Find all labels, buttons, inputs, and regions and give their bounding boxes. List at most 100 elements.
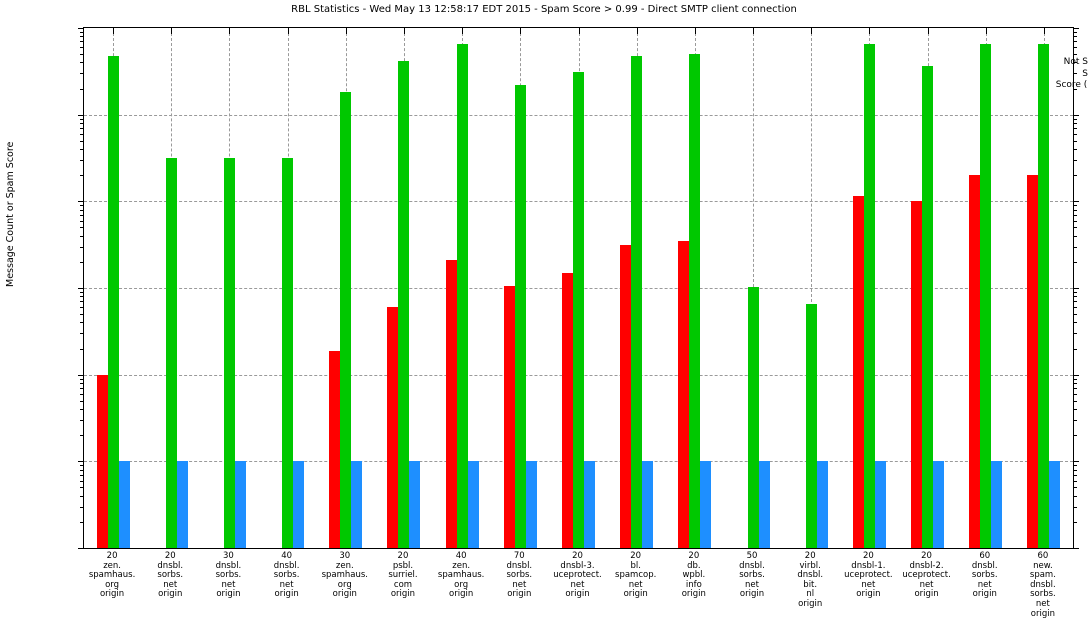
x-axis-label-line: dnsbl. <box>797 570 824 581</box>
y-tick-minor <box>1073 149 1077 151</box>
y-tick-minor <box>1073 348 1077 350</box>
y-tick-minor <box>1073 495 1077 497</box>
x-axis-label: 20 psbl. surriel. com origin <box>358 551 448 600</box>
bar-spam <box>398 60 410 548</box>
bar-score <box>234 461 246 548</box>
bar-score <box>176 461 188 548</box>
y-tick-minor <box>80 409 84 411</box>
x-axis-label-line: 20 <box>862 551 874 561</box>
y-tick-minor <box>80 333 84 335</box>
bar-not-spam <box>387 307 399 548</box>
x-axis-label-line: net <box>163 579 178 590</box>
x-axis-label-line: dnsbl. <box>215 560 242 571</box>
x-axis-label: 20 dnsbl. sorbs. net origin <box>125 551 215 600</box>
x-tick-mark <box>694 28 696 34</box>
x-axis-label-line: net <box>628 579 643 590</box>
y-tick-minor <box>80 140 84 142</box>
y-tick-minor <box>1073 133 1077 135</box>
y-tick-minor <box>1073 409 1077 411</box>
x-axis-label: 20 virbl. dnsbl. bit. nl origin <box>765 551 855 610</box>
x-axis-label-line: bl. <box>630 560 641 571</box>
y-tick-minor <box>1073 296 1077 298</box>
legend-item: Score (0..1) <box>1014 80 1088 92</box>
x-axis-label-line: 20 <box>397 551 409 561</box>
y-tick-minor <box>80 246 84 248</box>
bar-spam <box>165 157 177 548</box>
x-axis-label-line: origin <box>972 589 997 600</box>
x-axis-label: 20 dnsbl-3. uceprotect. net origin <box>533 551 623 600</box>
x-axis-label-line: 20 <box>572 551 583 561</box>
y-tick-minor <box>1073 435 1077 437</box>
plot-area: Not SpamSpamScore (0..1) <box>78 27 1088 549</box>
y-tick-mark <box>1073 374 1079 376</box>
x-axis-label-line: 30 <box>223 551 234 561</box>
x-axis-label-line: net <box>570 579 585 590</box>
y-tick-minor <box>1073 322 1077 324</box>
x-axis-label-line: dnsbl. <box>971 560 998 571</box>
x-axis-label-line: origin <box>158 589 183 600</box>
x-axis-label-line: org <box>454 579 469 590</box>
bar-not-spam <box>969 175 981 548</box>
y-tick-minor <box>80 47 84 49</box>
x-axis-label-line: origin <box>623 589 648 600</box>
y-tick-minor <box>80 383 84 385</box>
y-tick-minor <box>1073 521 1077 523</box>
bar-not-spam <box>329 350 341 548</box>
y-tick-minor <box>1073 465 1077 467</box>
y-tick-minor <box>80 175 84 177</box>
y-tick-minor <box>1073 388 1077 390</box>
y-tick-minor <box>1073 31 1077 33</box>
y-tick-minor <box>1073 333 1077 335</box>
bar-spam <box>282 157 294 548</box>
bar-score <box>642 461 654 548</box>
bar-not-spam <box>1027 175 1039 548</box>
y-tick-minor <box>80 419 84 421</box>
x-axis-label: 20 dnsbl-2. uceprotect. net origin <box>882 551 972 600</box>
x-axis-label: 60 dnsbl. sorbs. net origin <box>940 551 1030 600</box>
bar-score <box>1049 461 1061 548</box>
y-tick-minor <box>1073 54 1077 56</box>
y-tick-minor <box>80 465 84 467</box>
x-axis-label-line: net <box>279 579 294 590</box>
x-axis-label-line: nl <box>806 589 815 600</box>
bar-spam <box>107 55 119 548</box>
bar-spam <box>514 85 526 548</box>
y-tick-minor <box>1073 393 1077 395</box>
bar-score <box>525 461 537 548</box>
y-tick-mark <box>78 461 84 463</box>
x-axis-label-line: net <box>512 579 527 590</box>
y-tick-minor <box>1073 419 1077 421</box>
y-tick-minor <box>1073 301 1077 303</box>
x-axis-label-line: 20 <box>921 551 932 561</box>
bar-not-spam <box>911 201 923 548</box>
x-axis-label-line: psbl. <box>392 560 414 571</box>
y-tick-minor <box>80 31 84 33</box>
x-tick-mark <box>927 28 929 34</box>
x-axis-label-line: net <box>221 579 236 590</box>
y-tick-mark <box>78 374 84 376</box>
y-tick-minor <box>80 469 84 471</box>
x-axis-label-line: db. <box>687 560 701 571</box>
legend-label: Score (0..1) <box>1055 80 1088 90</box>
x-axis-label-line: spamhaus. <box>88 570 136 581</box>
chart-legend: Not SpamSpamScore (0..1) <box>1014 57 1088 92</box>
y-tick-minor <box>80 480 84 482</box>
chart-title: RBL Statistics - Wed May 13 12:58:17 EDT… <box>291 4 797 15</box>
y-tick-minor <box>80 487 84 489</box>
y-tick-minor <box>1073 128 1077 130</box>
bar-score <box>874 461 886 548</box>
x-gridline <box>811 28 813 548</box>
x-axis-label-line: dnsbl-1. <box>851 560 886 571</box>
bar-score <box>991 461 1003 548</box>
x-axis-label-line: dnsbl. <box>1030 579 1056 590</box>
y-tick-minor <box>1073 73 1077 75</box>
x-axis-label-line: spamhaus. <box>437 570 485 581</box>
y-tick-minor <box>1073 214 1077 216</box>
y-tick-mark <box>1073 114 1079 116</box>
bar-score <box>118 461 130 548</box>
x-axis-label-line: 70 <box>513 551 525 561</box>
bar-spam <box>922 66 934 548</box>
x-axis-label-line: 20 <box>164 551 176 561</box>
bar-score <box>351 461 363 548</box>
